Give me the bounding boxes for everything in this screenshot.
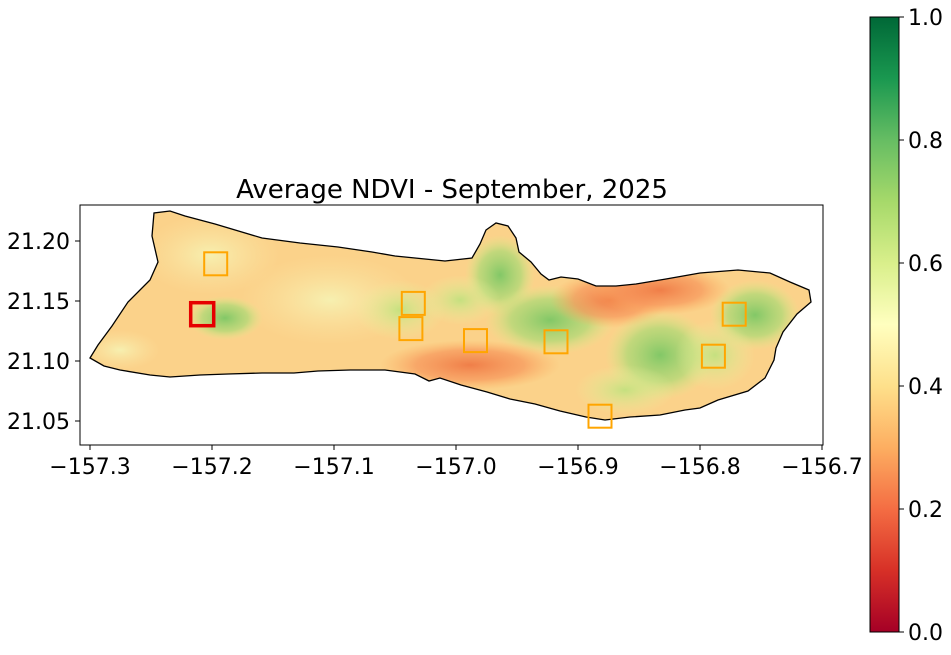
colorbar-tick-label: 0.0 (908, 621, 943, 646)
x-tick-label: −156.9 (537, 455, 618, 480)
x-tick-label: −157.1 (293, 455, 374, 480)
site-marker (543, 329, 569, 355)
site-marker (398, 316, 424, 342)
site-marker (721, 301, 747, 327)
y-tick-label: 21.05 (7, 410, 70, 435)
site-marker (203, 251, 229, 277)
site-marker (400, 290, 426, 316)
site-markers (188, 251, 747, 429)
y-tick-label: 21.20 (7, 230, 70, 255)
colorbar: 0.0 0.2 0.4 0.6 0.8 1.0 (869, 6, 943, 646)
x-tick-label: −156.7 (781, 455, 862, 480)
x-tick-label: −156.8 (659, 455, 740, 480)
map-frame (79, 204, 824, 446)
colorbar-gradient (869, 16, 900, 633)
colorbar-tick-label: 0.6 (908, 252, 943, 277)
site-marker (700, 343, 726, 369)
x-tick-label: −157.0 (415, 455, 496, 480)
x-tick-label: −157.3 (49, 455, 130, 480)
y-tick-label: 21.15 (7, 290, 70, 315)
island-coastline (89, 210, 812, 421)
colorbar-tick-label: 1.0 (908, 6, 943, 31)
y-axis: 21.20 21.15 21.10 21.05 (7, 230, 80, 435)
colorbar-tick-label: 0.2 (908, 498, 943, 523)
x-axis: −157.3 −157.2 −157.1 −157.0 −156.9 −156.… (49, 445, 863, 480)
map-title: Average NDVI - September, 2025 (236, 175, 668, 205)
map-axes: −157.3 −157.2 −157.1 −157.0 −156.9 −156.… (7, 204, 863, 480)
site-marker (587, 403, 613, 429)
x-tick-label: −157.2 (171, 455, 252, 480)
colorbar-tick-label: 0.8 (908, 129, 943, 154)
site-marker (463, 328, 488, 354)
colorbar-tick-label: 0.4 (908, 375, 943, 400)
y-tick-label: 21.10 (7, 350, 70, 375)
ndvi-raster (89, 210, 812, 421)
selected-site-marker (188, 300, 216, 328)
